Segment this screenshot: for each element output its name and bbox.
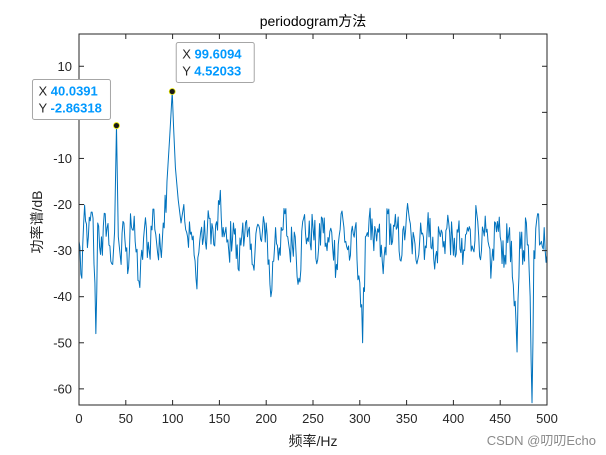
datatip-row: Y -2.86318 [38,101,101,116]
datatip-box [175,42,255,84]
x-tick-label: 100 [162,411,184,426]
datatip-row: X 99.6094 [182,47,242,62]
x-tick-label: 200 [255,411,277,426]
x-tick-label: 350 [396,411,418,426]
datatip-value: 99.6094 [195,47,243,62]
datatip-row: X 40.0391 [38,84,97,99]
datatip-row: Y 4.52033 [182,64,241,79]
x-tick-label: 250 [302,411,324,426]
series-line [78,91,548,404]
datatip-box [31,79,111,121]
y-tick-label: -30 [53,243,72,258]
x-tick-label: 500 [536,411,558,426]
chart-title: periodogram方法 [260,13,367,29]
y-tick-label: -50 [53,335,72,350]
y-tick-label: -20 [53,197,72,212]
datatip-marker[interactable] [168,88,176,95]
y-axis-label: 功率谱/dB [29,190,45,253]
series-line-layer [78,91,548,404]
x-tick-label: 50 [119,411,133,426]
x-tick-label: 300 [349,411,371,426]
y-tick-label: -10 [53,151,72,166]
datatip-marker[interactable] [113,122,120,129]
x-tick-label: 400 [443,411,465,426]
datatip-value: -2.86318 [51,101,102,116]
x-tick-label: 150 [209,411,231,426]
watermark: CSDN @叨叨Echo [486,433,596,448]
x-tick-label: 450 [489,411,511,426]
datatip-value: 4.52033 [194,64,241,79]
datatip-key: X [38,84,50,99]
x-tick-label: 0 [75,411,82,426]
tick-layer: 0 50 100 150 200 250 300 350 400 450 500 -60 -50 -40 -… [53,34,558,426]
datatip-key: Y [182,64,194,79]
y-tick-label: -40 [53,289,72,304]
y-tick-label: 10 [58,59,72,74]
datatip-key: Y [38,101,50,116]
datatip-key: X [182,47,194,62]
x-axis-label: 频率/Hz [289,433,338,449]
y-tick-label: -60 [53,381,72,396]
axes-frame [78,33,548,406]
datatip-value: 40.0391 [51,84,98,99]
